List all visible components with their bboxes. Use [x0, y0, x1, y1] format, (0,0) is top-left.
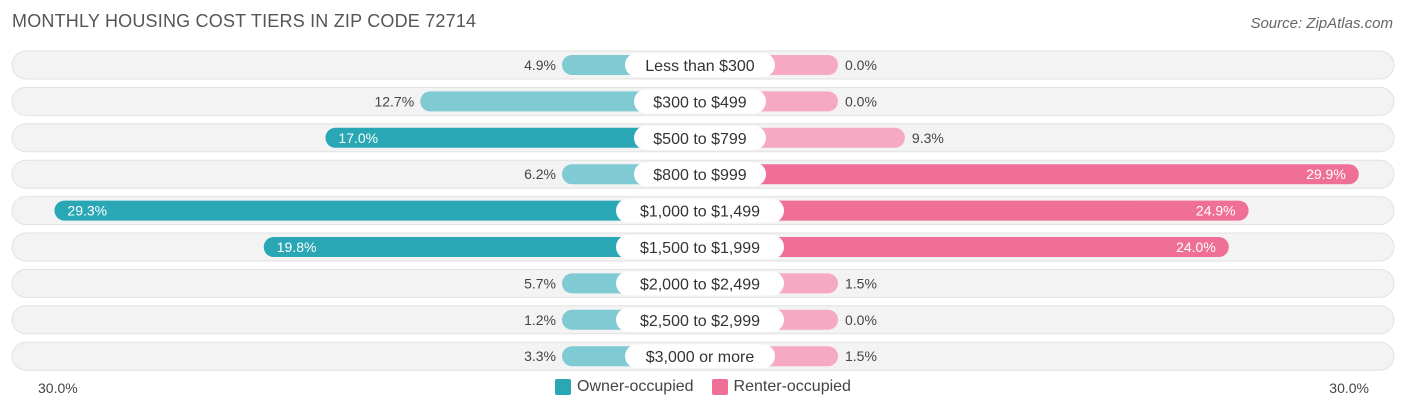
category-pill [616, 235, 784, 259]
owner-value-label: 1.2% [524, 312, 556, 328]
category-label: $2,500 to $2,999 [640, 313, 760, 330]
category-label: Less than $300 [645, 58, 755, 75]
legend-swatch-owner [555, 379, 572, 395]
category-pill [634, 125, 766, 150]
renter-value-label: 24.9% [1196, 203, 1236, 219]
owner-value-label: 5.7% [524, 275, 556, 291]
category-label: $3,000 or more [646, 349, 755, 366]
legend-label-renter: Renter-occupied [733, 378, 851, 395]
legend-item-renter: Renter-occupied [711, 378, 851, 396]
category-label: $2,000 to $2,499 [640, 276, 760, 293]
category-label: $800 to $999 [653, 167, 747, 184]
category-pill [634, 162, 766, 187]
owner-bar [325, 127, 700, 148]
renter-value-label: 9.3% [912, 130, 944, 146]
renter-value-label: 0.0% [845, 93, 877, 109]
legend-swatch-renter [711, 379, 728, 395]
renter-value-label: 0.0% [845, 312, 877, 328]
category-pill [616, 198, 784, 223]
owner-value-label: 17.0% [338, 130, 378, 146]
axis-right-label: 30.0% [1329, 380, 1369, 396]
owner-bar [263, 237, 700, 257]
owner-value-label: 29.3% [67, 203, 107, 219]
owner-value-label: 6.2% [524, 166, 556, 182]
renter-value-label: 0.0% [845, 57, 877, 73]
category-pill [616, 271, 784, 296]
chart-title: MONTHLY HOUSING COST TIERS IN ZIP CODE 7… [12, 11, 477, 31]
renter-value-label: 29.9% [1306, 166, 1346, 182]
owner-bar [420, 91, 700, 112]
source-label: Source: ZipAtlas.com [1250, 15, 1393, 32]
renter-value-label: 1.5% [845, 275, 877, 291]
renter-bar [700, 164, 1359, 185]
legend-label-owner: Owner-occupied [577, 378, 694, 395]
renter-value-label: 1.5% [845, 348, 877, 364]
category-label: $1,000 to $1,499 [640, 204, 760, 221]
owner-value-label: 12.7% [374, 93, 414, 109]
legend: Owner-occupied Renter-occupied [0, 378, 1406, 396]
legend-item-owner: Owner-occupied [555, 378, 694, 396]
owner-value-label: 3.3% [524, 348, 556, 364]
renter-bar [700, 200, 1249, 221]
category-pill [634, 89, 766, 114]
category-label: $300 to $499 [653, 94, 747, 111]
renter-bar [700, 237, 1229, 257]
category-pill [616, 307, 784, 332]
owner-value-label: 4.9% [524, 57, 556, 73]
category-pill [625, 53, 775, 77]
renter-value-label: 24.0% [1176, 239, 1216, 255]
category-pill [625, 344, 775, 369]
category-label: $500 to $799 [653, 131, 747, 148]
axis-left-label: 30.0% [38, 380, 78, 396]
owner-value-label: 19.8% [277, 239, 317, 255]
owner-bar [54, 200, 700, 221]
category-label: $1,500 to $1,999 [640, 240, 760, 257]
